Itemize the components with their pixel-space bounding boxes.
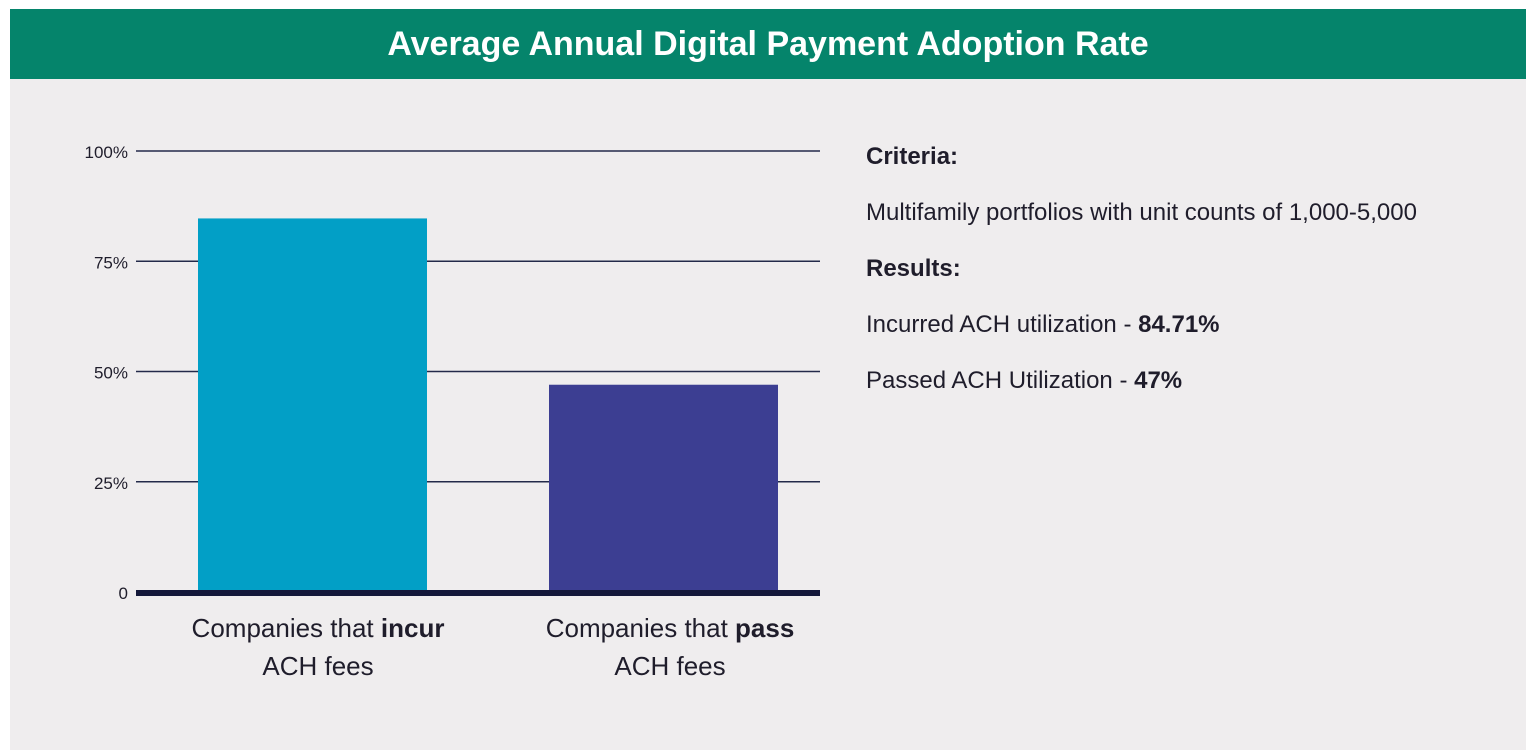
y-tick-label: 100% xyxy=(85,143,128,162)
results-heading: Results: xyxy=(866,255,961,282)
category-label-emphasis: pass xyxy=(735,613,795,643)
y-tick-label: 50% xyxy=(94,364,128,383)
category-label-suffix: ACH fees xyxy=(614,651,726,681)
category-label-pass: Companies that pass ACH fees xyxy=(510,609,830,685)
bar-chart: 0 25% 50% 75% 100% xyxy=(85,143,820,603)
infographic-card: Average Annual Digital Payment Adoption … xyxy=(10,9,1526,750)
passed-result: Passed ACH Utilization - 47% xyxy=(866,361,1516,417)
incurred-result-value: 84.71% xyxy=(1138,311,1220,338)
category-label-prefix: Companies that xyxy=(545,613,736,643)
passed-result-value: 47% xyxy=(1134,367,1183,394)
category-label-suffix: ACH fees xyxy=(262,651,374,681)
criteria-text: Multifamily portfolios with unit counts … xyxy=(866,199,1417,226)
category-label-prefix: Companies that xyxy=(191,613,381,643)
passed-result-label: Passed ACH Utilization - xyxy=(866,367,1135,394)
incurred-result: Incurred ACH utilization - 84.71% xyxy=(866,305,1516,361)
bar-incur xyxy=(198,218,427,592)
chart-title: Average Annual Digital Payment Adoption … xyxy=(387,25,1149,63)
y-tick-label: 75% xyxy=(94,253,128,272)
category-label-incur: Companies that incur ACH fees xyxy=(158,609,478,685)
bar-pass xyxy=(549,384,778,592)
y-tick-label: 0 xyxy=(119,584,128,603)
criteria-heading: Criteria: xyxy=(866,143,959,170)
y-tick-label: 25% xyxy=(94,474,128,493)
chart-title-banner: Average Annual Digital Payment Adoption … xyxy=(10,9,1526,79)
incurred-result-label: Incurred ACH utilization - xyxy=(866,311,1139,338)
info-panel: Criteria: Multifamily portfolios with un… xyxy=(866,137,1516,417)
category-label-emphasis: incur xyxy=(380,613,445,643)
